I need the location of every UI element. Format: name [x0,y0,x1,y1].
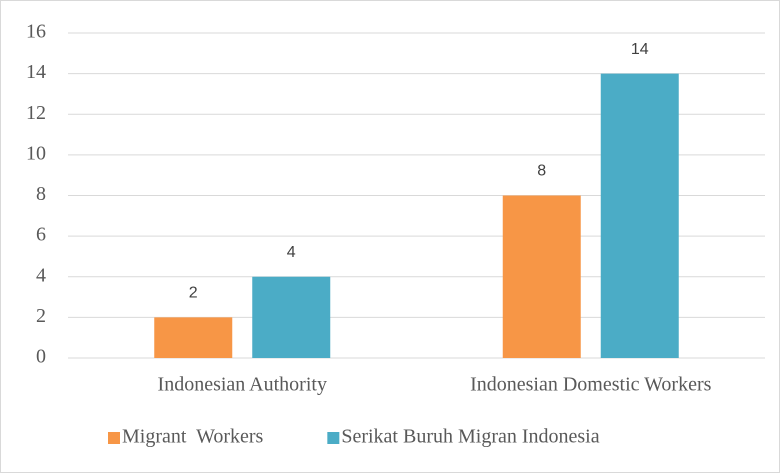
data-label: 14 [631,41,649,58]
bar [154,317,233,358]
bar [252,276,331,358]
legend-label: Serikat Buruh Migran Indonesia [341,426,599,448]
bar [600,73,679,358]
y-tick-label: 8 [36,183,46,205]
legend-swatch [108,432,120,444]
y-tick-label: 10 [26,142,46,164]
data-label: 2 [189,285,198,302]
bar [502,195,581,358]
y-tick-label: 0 [36,346,46,368]
x-tick-label: Indonesian Domestic Workers [470,374,712,396]
y-tick-label: 12 [26,102,46,124]
y-tick-label: 14 [26,61,46,83]
y-tick-label: 16 [26,21,46,43]
data-label: 8 [537,163,546,180]
data-label: 4 [287,244,296,261]
x-tick-label: Indonesian Authority [158,374,327,396]
y-tick-label: 6 [36,224,46,246]
legend-label: Migrant Workers [122,426,264,448]
legend-swatch [327,432,340,444]
y-tick-label: 2 [36,305,46,327]
y-tick-label: 4 [36,264,46,286]
